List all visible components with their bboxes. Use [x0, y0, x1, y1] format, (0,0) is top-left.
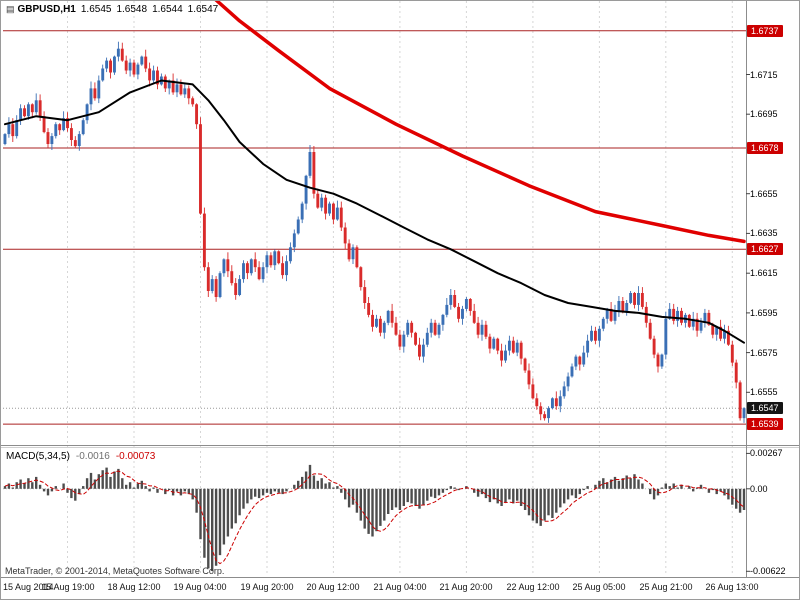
time-axis-label: 21 Aug 04:00	[373, 582, 427, 592]
macd-main-value: -0.0016	[75, 451, 110, 462]
time-axis-label: 19 Aug 20:00	[240, 582, 294, 592]
price-level-badge: 1.6678	[747, 142, 783, 154]
macd-axis-label: 0.00	[750, 484, 768, 494]
chart-window-icon: ▤	[6, 4, 15, 14]
chart-title: ▤ GBPUSD,H1 1.6545 1.6548 1.6544 1.6547	[6, 4, 218, 15]
time-axis-label: 15 Aug 2014	[3, 582, 54, 592]
price-axis-label: 1.6695	[750, 109, 778, 119]
time-axis-label: 18 Aug 12:00	[107, 582, 161, 592]
macd-label: MACD(5,34,5) -0.0016 -0.00073	[6, 451, 155, 462]
candles	[3, 41, 746, 423]
time-axis-label: 21 Aug 20:00	[439, 582, 493, 592]
macd-indicator-name: MACD(5,34,5)	[6, 451, 70, 462]
price-axis-label: 1.6595	[750, 308, 778, 318]
macd-histogram	[3, 464, 746, 571]
open-value: 1.6545	[80, 4, 112, 15]
horizontal-level-lines	[3, 30, 746, 425]
price-axis-label: 1.6615	[750, 268, 778, 278]
time-axis-label: 26 Aug 13:00	[705, 582, 759, 592]
trend-line	[214, 1, 746, 244]
macd-axis-label: 0.00267	[750, 448, 783, 458]
macd-axis-label: -0.00622	[750, 566, 786, 576]
price-level-badge: 1.6627	[747, 243, 783, 255]
time-axis-label: 25 Aug 21:00	[639, 582, 693, 592]
macd-signal-value: -0.00073	[115, 451, 156, 462]
price-level-badge: 1.6737	[747, 25, 783, 37]
price-axis[interactable]: 1.6737 1.6715 1.6695 1.6678 1.6655 1.6635 1.66…	[746, 1, 799, 578]
macd-signal-line	[4, 470, 745, 565]
low-value: 1.6544	[152, 4, 183, 15]
price-level-badge: 1.6547	[747, 402, 783, 414]
close-value: 1.6547	[187, 4, 219, 15]
price-axis-label: 1.6715	[750, 70, 778, 80]
symbol-timeframe-label: GBPUSD,H1	[17, 4, 76, 15]
grid-lines	[67, 1, 733, 576]
time-axis-label: 15 Aug 19:00	[41, 582, 95, 592]
time-axis-label: 19 Aug 04:00	[173, 582, 227, 592]
price-level-badge: 1.6539	[747, 418, 783, 430]
time-axis[interactable]: 15 Aug 2014 15 Aug 19:00 18 Aug 12:00 19 Au…	[1, 578, 799, 599]
time-axis-label: 20 Aug 12:00	[306, 582, 360, 592]
price-axis-label: 1.6555	[750, 387, 778, 397]
price-axis-label: 1.6635	[750, 228, 778, 238]
price-axis-label: 1.6655	[750, 189, 778, 199]
copyright-text: MetaTrader, © 2001-2014, MetaQuotes Soft…	[5, 566, 225, 576]
price-axis-label: 1.6575	[750, 348, 778, 358]
time-axis-label: 25 Aug 05:00	[572, 582, 626, 592]
time-axis-label: 22 Aug 12:00	[506, 582, 560, 592]
moving-average-line	[4, 79, 745, 344]
high-value: 1.6548	[116, 4, 148, 15]
